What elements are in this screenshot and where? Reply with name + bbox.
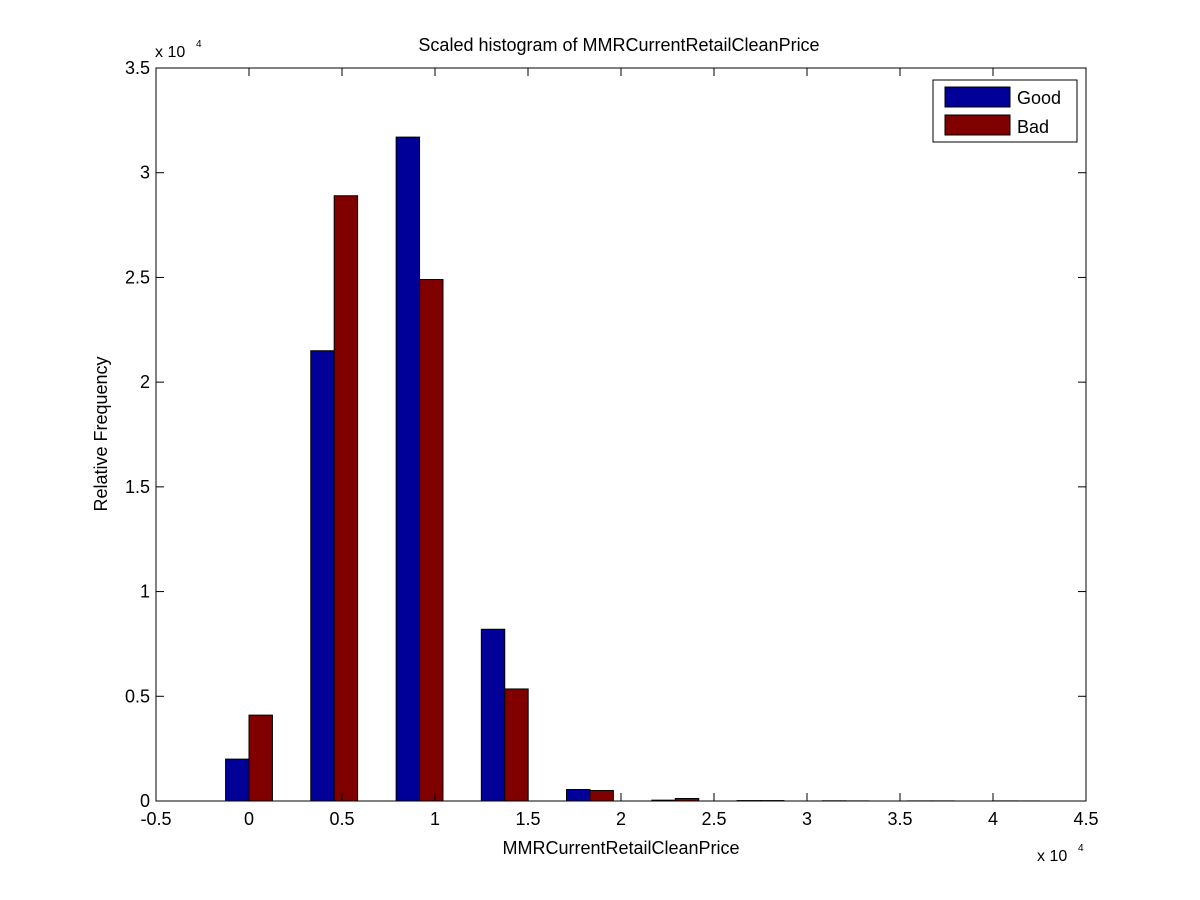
- y-axis-multiplier: x 10 4: [155, 39, 202, 61]
- bar-good-0: [225, 758, 250, 802]
- x-tick-label-1: 0: [244, 809, 254, 829]
- chart-title: Scaled histogram of MMRCurrentRetailClea…: [418, 35, 819, 55]
- bar-good-3: [480, 628, 506, 802]
- x-tick-label-7: 3: [802, 809, 812, 829]
- bar-good-2: [395, 136, 421, 802]
- bar-bad-0: [248, 714, 273, 802]
- legend-label-good: Good: [1017, 88, 1061, 108]
- bar-bad-3: [504, 688, 529, 802]
- x-tick-label-0: -0.5: [140, 809, 171, 829]
- bar-bad-4: [589, 790, 614, 802]
- legend-swatch-bad: [944, 114, 1011, 136]
- x-tick-label-10: 4.5: [1073, 809, 1098, 829]
- y-tick-label-3: 1.5: [125, 477, 150, 497]
- legend: Good Bad: [932, 79, 1078, 143]
- x-tick-label-5: 2: [616, 809, 626, 829]
- y-tick-label-4: 2: [140, 372, 150, 392]
- x-axis-multiplier: x 10 4: [1037, 843, 1084, 865]
- bar-bad-2: [419, 279, 444, 802]
- legend-swatch-good: [944, 86, 1011, 108]
- x-tick-label-3: 1: [430, 809, 440, 829]
- x-tick-label-8: 3.5: [887, 809, 912, 829]
- y-axis-ticks: 0 0.5 1 1.5 2 2.5 3 3.5: [125, 58, 1086, 811]
- x-axis-ticks: -0.5 0 0.5 1 1.5 2 2.5 3 3.5 4 4.5: [140, 68, 1099, 829]
- y-tick-label-7: 3.5: [125, 58, 150, 78]
- y-axis-label: Relative Frequency: [91, 356, 111, 511]
- axes-box: [155, 67, 1087, 802]
- y-tick-label-5: 2.5: [125, 267, 150, 287]
- bars-group: [225, 136, 1041, 802]
- x-tick-label-6: 2.5: [701, 809, 726, 829]
- y-multiplier-text: x 10: [155, 44, 185, 61]
- y-tick-label-1: 0.5: [125, 686, 150, 706]
- bar-bad-5: [674, 797, 700, 802]
- legend-label-bad: Bad: [1017, 117, 1049, 137]
- y-tick-label-0: 0: [140, 791, 150, 811]
- x-multiplier-exponent: 4: [1078, 843, 1084, 854]
- x-multiplier-text: x 10: [1037, 848, 1067, 865]
- plot-area: [155, 67, 1087, 802]
- bar-good-1: [310, 350, 335, 802]
- y-tick-label-6: 3: [140, 163, 150, 183]
- x-tick-label-2: 0.5: [329, 809, 354, 829]
- x-tick-label-9: 4: [988, 809, 998, 829]
- bar-bad-1: [333, 195, 359, 802]
- y-multiplier-exponent: 4: [196, 39, 202, 50]
- x-tick-label-4: 1.5: [515, 809, 540, 829]
- bar-good-4: [566, 788, 591, 802]
- x-axis-label: MMRCurrentRetailCleanPrice: [502, 838, 739, 858]
- bar-good-5: [651, 799, 676, 802]
- y-tick-label-2: 1: [140, 582, 150, 602]
